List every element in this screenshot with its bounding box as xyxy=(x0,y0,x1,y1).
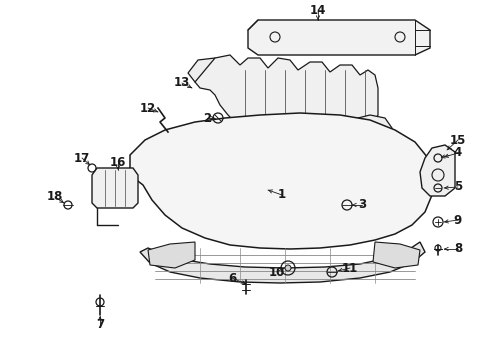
Text: 7: 7 xyxy=(96,319,104,332)
Text: 2: 2 xyxy=(203,112,211,125)
Circle shape xyxy=(285,265,290,271)
Text: 5: 5 xyxy=(453,180,461,194)
Polygon shape xyxy=(130,113,432,249)
Polygon shape xyxy=(175,125,240,198)
Polygon shape xyxy=(247,20,429,55)
Text: 18: 18 xyxy=(47,190,63,203)
Polygon shape xyxy=(140,242,424,283)
Polygon shape xyxy=(148,242,195,268)
Text: 3: 3 xyxy=(357,198,366,211)
Polygon shape xyxy=(92,168,138,208)
Text: 17: 17 xyxy=(74,152,90,165)
Polygon shape xyxy=(419,145,454,196)
Text: 16: 16 xyxy=(110,156,126,168)
Polygon shape xyxy=(372,242,419,268)
Text: 15: 15 xyxy=(449,134,465,147)
Polygon shape xyxy=(336,115,391,168)
Polygon shape xyxy=(195,55,377,130)
Text: 10: 10 xyxy=(268,266,285,279)
Text: 8: 8 xyxy=(453,243,461,256)
Text: 6: 6 xyxy=(227,271,236,284)
Text: 4: 4 xyxy=(453,147,461,159)
Polygon shape xyxy=(187,58,220,82)
Text: 12: 12 xyxy=(140,102,156,114)
Text: 11: 11 xyxy=(341,261,357,274)
Text: 14: 14 xyxy=(309,4,325,17)
Text: 13: 13 xyxy=(174,77,190,90)
Text: 1: 1 xyxy=(277,189,285,202)
Text: 9: 9 xyxy=(453,213,461,226)
